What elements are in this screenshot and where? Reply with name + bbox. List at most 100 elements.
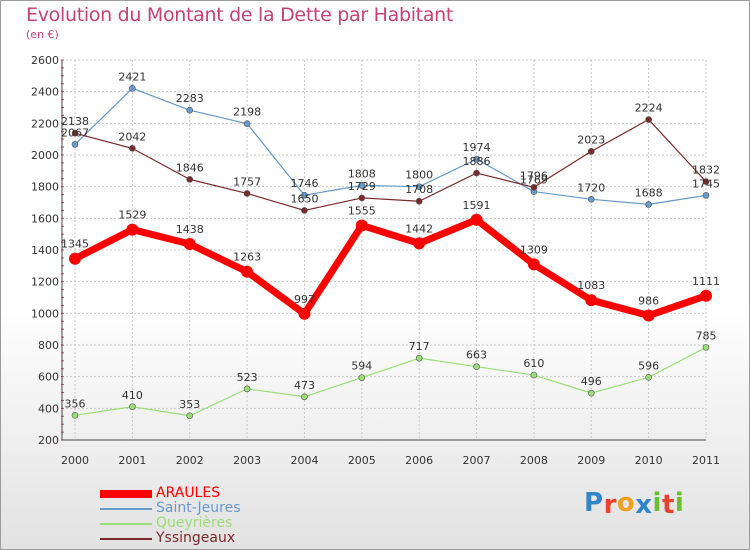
x-tick-label: 2004 bbox=[290, 454, 318, 467]
y-tick-label: 2600 bbox=[31, 54, 59, 67]
y-tick-label: 600 bbox=[38, 371, 59, 384]
line-chart: 200 400 600 800 1000 1200 1400 1600 1800 2000 2200… bbox=[31, 54, 720, 467]
legend-swatch bbox=[100, 490, 152, 498]
data-label-araules: 1442 bbox=[405, 222, 433, 235]
data-label-saint-jeures: 1720 bbox=[577, 181, 605, 194]
data-point-queyrieres bbox=[71, 411, 79, 419]
data-label-queyrieres: 596 bbox=[638, 359, 659, 372]
logo-letter: P bbox=[584, 488, 604, 518]
logo-letter: r bbox=[603, 490, 617, 520]
data-point-araules bbox=[183, 237, 196, 250]
data-label-araules: 1591 bbox=[463, 199, 491, 212]
y-tick-label: 1800 bbox=[31, 181, 59, 194]
data-label-araules: 1111 bbox=[692, 275, 720, 288]
series-line-queyrieres bbox=[74, 346, 707, 417]
data-point-yssingeaux bbox=[702, 178, 710, 185]
y-tick-label: 2200 bbox=[31, 117, 59, 130]
x-tick-label: 2001 bbox=[118, 454, 146, 467]
logo-letter: i bbox=[674, 488, 685, 518]
y-tick-label: 400 bbox=[38, 402, 59, 415]
x-tick-label: 2006 bbox=[405, 454, 433, 467]
data-point-yssingeaux bbox=[473, 169, 480, 177]
data-label-araules: 1083 bbox=[577, 279, 605, 292]
data-label-yssingeaux: 1708 bbox=[405, 183, 433, 196]
data-point-araules bbox=[527, 258, 540, 271]
data-label-araules: 1345 bbox=[61, 238, 89, 251]
x-tick-label: 2002 bbox=[176, 454, 204, 467]
x-tick-label: 2008 bbox=[520, 454, 548, 467]
data-point-queyrieres bbox=[530, 371, 538, 379]
x-tick-label: 2009 bbox=[577, 454, 605, 467]
y-tick-label: 1600 bbox=[31, 212, 59, 225]
data-point-queyrieres bbox=[129, 403, 136, 411]
x-tick-label: 2010 bbox=[635, 454, 663, 467]
data-point-araules bbox=[69, 252, 81, 265]
data-point-araules bbox=[355, 219, 368, 232]
data-point-araules bbox=[126, 223, 139, 236]
data-label-yssingeaux: 2138 bbox=[61, 115, 89, 128]
logo-letter: i bbox=[652, 488, 662, 518]
data-label-saint-jeures: 1974 bbox=[463, 141, 491, 154]
chart-subtitle: (en €) bbox=[26, 28, 59, 41]
y-tick-label: 800 bbox=[38, 339, 59, 352]
series-line-araules bbox=[71, 216, 710, 320]
series-line-saint-jeures bbox=[74, 87, 707, 205]
y-tick-label: 1200 bbox=[31, 276, 59, 289]
data-point-saint-jeures bbox=[129, 85, 136, 92]
logo-letter: x bbox=[635, 490, 653, 520]
data-point-saint-jeures bbox=[71, 141, 79, 148]
data-point-yssingeaux bbox=[186, 176, 194, 183]
data-point-saint-jeures bbox=[473, 155, 480, 163]
data-point-queyrieres bbox=[415, 354, 423, 362]
data-point-araules bbox=[642, 309, 655, 322]
data-label-araules: 986 bbox=[638, 295, 659, 308]
data-point-yssingeaux bbox=[530, 184, 538, 191]
data-label-yssingeaux: 1796 bbox=[520, 169, 548, 182]
data-point-saint-jeures bbox=[702, 192, 710, 199]
grid-layer bbox=[62, 59, 707, 441]
legend-label: Yssingeaux bbox=[156, 530, 236, 546]
data-label-yssingeaux: 2042 bbox=[118, 130, 146, 143]
data-label-yssingeaux: 1846 bbox=[176, 161, 204, 174]
series-line-yssingeaux bbox=[74, 118, 707, 212]
data-point-queyrieres bbox=[645, 373, 652, 381]
data-label-queyrieres: 594 bbox=[351, 360, 372, 373]
data-label-saint-jeures: 2421 bbox=[118, 70, 146, 83]
data-label-saint-jeures: 1746 bbox=[290, 177, 318, 190]
data-point-yssingeaux bbox=[415, 197, 423, 205]
data-label-queyrieres: 523 bbox=[237, 371, 258, 384]
x-tick-label: 2005 bbox=[348, 454, 376, 467]
legend-label: ARAULES bbox=[156, 485, 221, 501]
data-point-araules bbox=[298, 307, 311, 320]
data-label-queyrieres: 473 bbox=[294, 379, 315, 392]
data-label-yssingeaux: 1650 bbox=[290, 192, 318, 205]
proxiti-logo: Proxiti bbox=[584, 488, 685, 520]
data-point-queyrieres bbox=[358, 374, 366, 381]
data-label-queyrieres: 785 bbox=[696, 329, 717, 342]
axis-layer: 200 400 600 800 1000 1200 1400 1600 1800 2000 2200… bbox=[31, 54, 720, 467]
data-label-araules: 997 bbox=[294, 293, 315, 306]
data-point-queyrieres bbox=[587, 389, 595, 397]
data-label-queyrieres: 496 bbox=[581, 375, 602, 388]
data-label-saint-jeures: 1808 bbox=[348, 167, 376, 180]
data-point-saint-jeures bbox=[243, 120, 251, 127]
legend-swatch bbox=[100, 523, 152, 525]
x-tick-label: 2003 bbox=[233, 454, 261, 467]
data-point-yssingeaux bbox=[587, 148, 595, 155]
data-label-queyrieres: 356 bbox=[65, 397, 86, 410]
data-label-queyrieres: 353 bbox=[179, 398, 200, 411]
data-point-queyrieres bbox=[702, 344, 710, 351]
data-point-araules bbox=[585, 294, 598, 307]
data-label-saint-jeures: 2198 bbox=[233, 106, 261, 119]
y-tick-label: 1400 bbox=[31, 244, 59, 257]
data-point-araules bbox=[470, 213, 483, 226]
data-label-saint-jeures: 1688 bbox=[635, 186, 663, 199]
chart-title: Evolution du Montant de la Dette par Hab… bbox=[26, 4, 454, 26]
data-point-araules bbox=[241, 265, 254, 278]
y-tick-label: 2400 bbox=[31, 86, 59, 99]
logo-letter: o bbox=[616, 488, 636, 518]
x-tick-label: 2011 bbox=[692, 454, 720, 467]
data-label-saint-jeures: 1769 bbox=[520, 174, 548, 187]
data-label-layer: 2067 2421 2283 2198 1746 1808 1800 1974 1769 1720… bbox=[61, 70, 720, 410]
data-point-yssingeaux bbox=[301, 207, 308, 214]
